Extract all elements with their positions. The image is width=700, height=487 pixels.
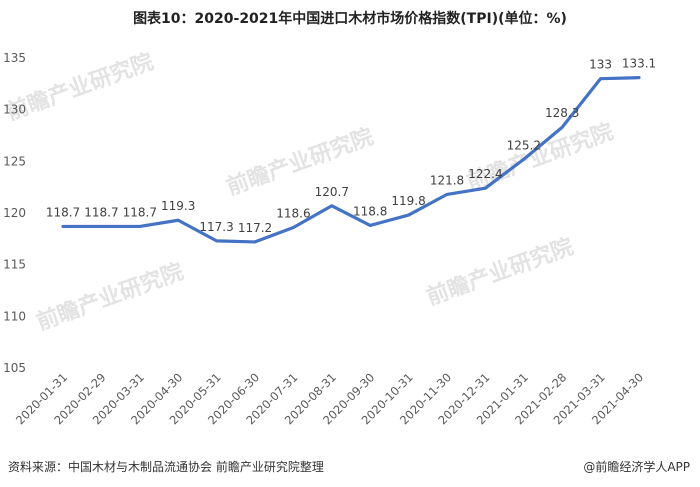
y-tick-label: 105 <box>3 361 26 375</box>
series-line <box>61 76 641 244</box>
data-label: 125.2 <box>507 138 541 152</box>
y-axis: 105 110 115 120 125 130 135 <box>3 51 26 375</box>
data-label: 117.3 <box>199 220 233 234</box>
data-label: 118.7 <box>46 205 80 219</box>
y-tick-label: 115 <box>3 258 26 272</box>
data-label: 118.7 <box>84 205 118 219</box>
data-label: 118.7 <box>123 205 157 219</box>
y-tick-label: 125 <box>3 154 26 168</box>
y-tick-label: 120 <box>3 206 26 220</box>
data-label: 120.7 <box>315 185 349 199</box>
watermark-text: 前瞻产业研究院 <box>423 234 577 311</box>
data-label: 119.3 <box>161 199 195 213</box>
watermark-text: 前瞻产业研究院 <box>33 259 187 336</box>
watermark-text: 前瞻产业研究院 <box>223 124 377 201</box>
data-label: 119.8 <box>391 194 425 208</box>
data-label: 122.4 <box>468 167 502 181</box>
data-label: 121.8 <box>430 173 464 187</box>
credit-note: @前瞻经济学人APP <box>583 460 690 474</box>
series-layer <box>61 76 641 244</box>
data-label: 117.2 <box>238 221 272 235</box>
x-axis: 2020-01-312020-02-292020-03-312020-04-30… <box>13 370 646 427</box>
data-label: 118.8 <box>353 204 387 218</box>
data-label: 133.1 <box>622 57 656 71</box>
source-note: 资料来源：中国木材与木制品流通协会 前瞻产业研究院整理 <box>8 460 324 474</box>
y-tick-label: 130 <box>3 103 26 117</box>
y-tick-label: 110 <box>3 309 26 323</box>
data-label: 133 <box>589 58 612 72</box>
data-label: 128.3 <box>545 106 579 120</box>
data-label-layer: 118.7 118.7 118.7 119.3 117.3 117.2 118.6 120.7… <box>46 57 656 235</box>
y-tick-label: 135 <box>3 51 26 65</box>
watermark-text: 前瞻产业研究院 <box>3 49 157 126</box>
data-label: 118.6 <box>276 206 310 220</box>
chart-title: 图表10：2020-2021年中国进口木材市场价格指数(TPI)(单位：%) <box>133 11 567 27</box>
watermark-text: 前瞻产业研究院 <box>463 119 617 196</box>
